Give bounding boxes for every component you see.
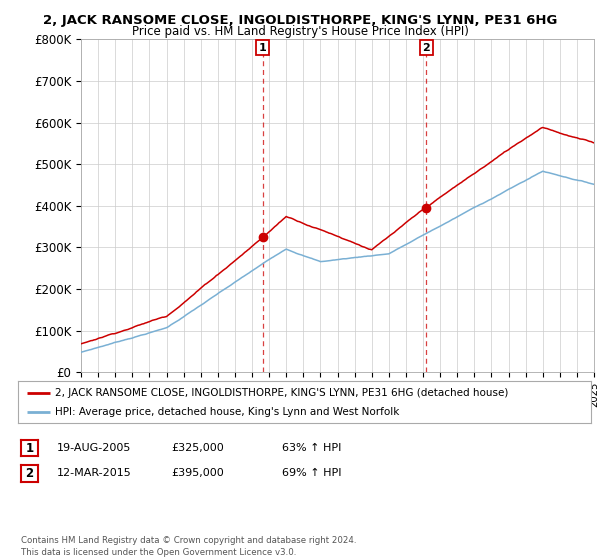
Text: Contains HM Land Registry data © Crown copyright and database right 2024.
This d: Contains HM Land Registry data © Crown c… [21,536,356,557]
Text: 69% ↑ HPI: 69% ↑ HPI [282,468,341,478]
Text: 63% ↑ HPI: 63% ↑ HPI [282,443,341,453]
Text: 2, JACK RANSOME CLOSE, INGOLDISTHORPE, KING'S LYNN, PE31 6HG (detached house): 2, JACK RANSOME CLOSE, INGOLDISTHORPE, K… [55,388,509,398]
Text: 2, JACK RANSOME CLOSE, INGOLDISTHORPE, KING'S LYNN, PE31 6HG: 2, JACK RANSOME CLOSE, INGOLDISTHORPE, K… [43,14,557,27]
Text: 1: 1 [25,441,34,455]
Text: 1: 1 [259,43,266,53]
Text: HPI: Average price, detached house, King's Lynn and West Norfolk: HPI: Average price, detached house, King… [55,407,400,417]
Text: 2: 2 [25,466,34,480]
Text: 2: 2 [422,43,430,53]
Text: £395,000: £395,000 [171,468,224,478]
Text: 19-AUG-2005: 19-AUG-2005 [57,443,131,453]
Text: 12-MAR-2015: 12-MAR-2015 [57,468,132,478]
Text: Price paid vs. HM Land Registry's House Price Index (HPI): Price paid vs. HM Land Registry's House … [131,25,469,38]
Text: £325,000: £325,000 [171,443,224,453]
